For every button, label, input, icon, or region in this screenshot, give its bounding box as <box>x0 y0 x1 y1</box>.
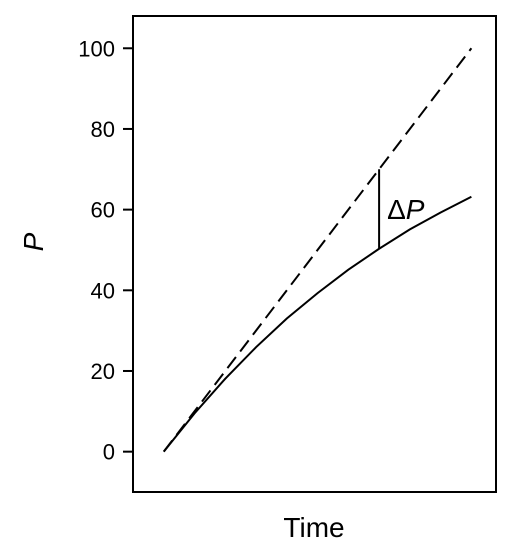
y-tick-label: 20 <box>91 359 115 384</box>
y-axis-label: P <box>18 232 49 251</box>
y-tick-label: 0 <box>103 440 115 465</box>
annotation: ΔP <box>378 169 425 249</box>
plot-frame <box>132 15 497 493</box>
solid-series-line <box>162 195 472 453</box>
y-tick-label: 40 <box>91 278 115 303</box>
y-axis: 0 20 40 60 80 100 <box>78 36 133 465</box>
delta-p-label: ΔP <box>387 194 425 225</box>
y-tick-label: 100 <box>78 36 115 61</box>
x-axis-label: Time <box>283 512 344 543</box>
series-layer <box>162 47 473 453</box>
y-tick-label: 60 <box>91 198 115 223</box>
dashed-series-line <box>162 47 473 453</box>
y-tick-label: 80 <box>91 117 115 142</box>
